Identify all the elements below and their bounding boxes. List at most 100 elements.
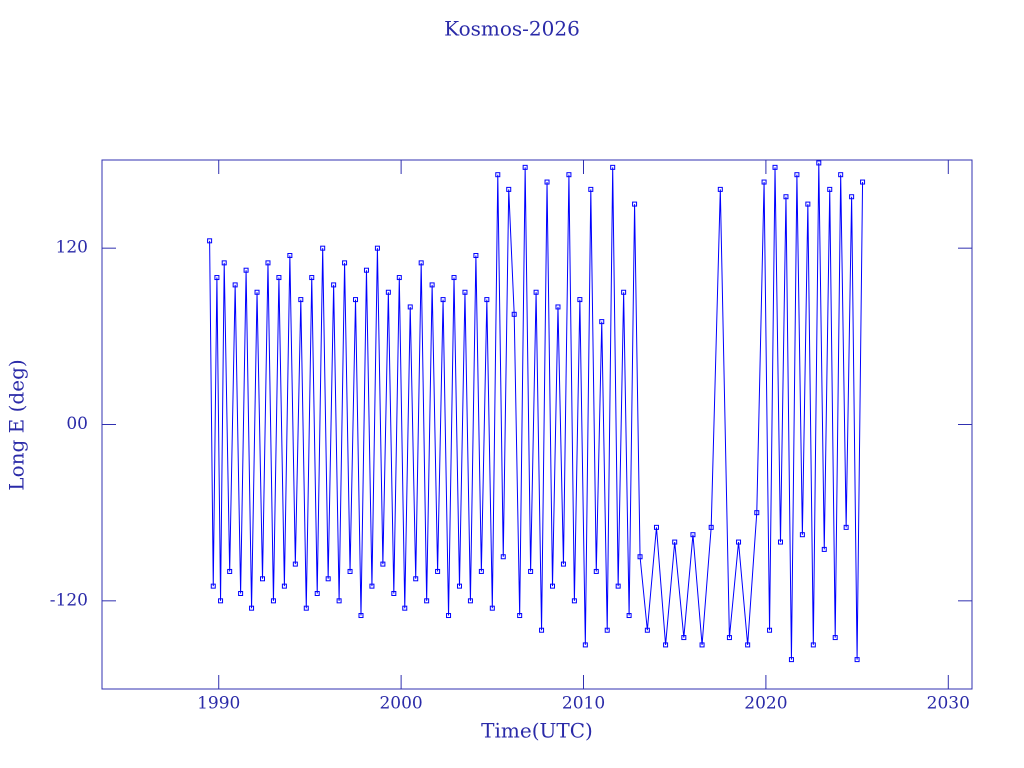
x-axis-label: Time(UTC) bbox=[481, 719, 593, 743]
data-point bbox=[783, 194, 789, 200]
data-point bbox=[495, 172, 501, 178]
data-point bbox=[214, 275, 220, 281]
data-point bbox=[517, 613, 523, 619]
data-point bbox=[435, 568, 441, 574]
plot-area bbox=[207, 160, 866, 663]
data-point bbox=[342, 260, 348, 266]
data-point bbox=[347, 568, 353, 574]
data-point bbox=[407, 304, 413, 310]
data-point bbox=[391, 590, 397, 596]
data-point bbox=[309, 275, 315, 281]
data-point bbox=[832, 635, 838, 641]
data-point bbox=[402, 605, 408, 611]
data-point bbox=[446, 613, 452, 619]
data-point bbox=[799, 532, 805, 538]
data-point bbox=[276, 275, 282, 281]
data-point bbox=[604, 627, 610, 633]
data-point bbox=[320, 245, 326, 251]
data-point bbox=[772, 164, 778, 170]
data-point bbox=[292, 561, 298, 567]
x-tick-label: 1990 bbox=[197, 694, 240, 714]
data-point bbox=[560, 561, 566, 567]
data-point bbox=[528, 568, 534, 574]
data-point bbox=[511, 311, 517, 317]
data-point bbox=[794, 172, 800, 178]
data-point bbox=[588, 186, 594, 192]
data-point bbox=[221, 260, 227, 266]
data-point bbox=[249, 605, 255, 611]
y-tick-label: 120 bbox=[56, 238, 88, 258]
data-point bbox=[736, 539, 742, 545]
data-point bbox=[298, 297, 304, 303]
data-point bbox=[260, 576, 266, 582]
data-point bbox=[754, 510, 760, 516]
data-point bbox=[571, 598, 577, 604]
x-tick-label: 2030 bbox=[927, 694, 970, 714]
data-point bbox=[615, 583, 621, 589]
data-point bbox=[663, 642, 669, 648]
data-point bbox=[303, 605, 309, 611]
data-point bbox=[265, 260, 271, 266]
data-point bbox=[838, 172, 844, 178]
data-point bbox=[429, 282, 435, 288]
data-point bbox=[699, 642, 705, 648]
data-point bbox=[456, 583, 462, 589]
data-point bbox=[314, 590, 320, 596]
data-point bbox=[577, 297, 583, 303]
data-point bbox=[843, 524, 849, 530]
data-point bbox=[621, 289, 627, 295]
data-point bbox=[626, 613, 632, 619]
data-point bbox=[566, 172, 572, 178]
data-point bbox=[708, 524, 714, 530]
data-point bbox=[610, 164, 616, 170]
data-point bbox=[849, 194, 855, 200]
data-point bbox=[331, 282, 337, 288]
data-point bbox=[637, 554, 643, 560]
data-point bbox=[672, 539, 678, 545]
data-point bbox=[396, 275, 402, 281]
data-point bbox=[281, 583, 287, 589]
data-point bbox=[489, 605, 495, 611]
data-point bbox=[827, 186, 833, 192]
data-point bbox=[287, 253, 293, 259]
data-point bbox=[418, 260, 424, 266]
data-point bbox=[358, 613, 364, 619]
data-point bbox=[717, 186, 723, 192]
data-point bbox=[478, 568, 484, 574]
data-point bbox=[232, 282, 238, 288]
data-point bbox=[805, 201, 811, 207]
data-point bbox=[451, 275, 457, 281]
data-point bbox=[816, 160, 822, 166]
y-axis-label: Long E (deg) bbox=[5, 359, 29, 490]
chart-title: Kosmos-2026 bbox=[444, 17, 580, 41]
y-tick-label: -120 bbox=[50, 590, 88, 610]
data-point bbox=[218, 598, 224, 604]
data-point bbox=[369, 583, 375, 589]
x-tick-label: 2010 bbox=[562, 694, 605, 714]
data-point bbox=[788, 657, 794, 663]
data-point bbox=[484, 297, 490, 303]
data-point bbox=[207, 238, 213, 244]
data-point bbox=[690, 532, 696, 538]
y-tick-label: 00 bbox=[66, 414, 88, 434]
data-point bbox=[777, 539, 783, 545]
data-point bbox=[821, 546, 827, 552]
data-point bbox=[539, 627, 545, 633]
data-point bbox=[467, 598, 473, 604]
data-point bbox=[413, 576, 419, 582]
data-point bbox=[227, 568, 233, 574]
data-point bbox=[336, 598, 342, 604]
data-point bbox=[761, 179, 767, 185]
data-point bbox=[533, 289, 539, 295]
data-point bbox=[810, 642, 816, 648]
data-point bbox=[424, 598, 430, 604]
data-point bbox=[380, 561, 386, 567]
data-point bbox=[210, 583, 216, 589]
data-point bbox=[353, 297, 359, 303]
x-tick-label: 2000 bbox=[379, 694, 422, 714]
data-point bbox=[385, 289, 391, 295]
x-tick-label: 2020 bbox=[744, 694, 787, 714]
data-point bbox=[644, 627, 650, 633]
data-point bbox=[681, 635, 687, 641]
data-point bbox=[522, 164, 528, 170]
